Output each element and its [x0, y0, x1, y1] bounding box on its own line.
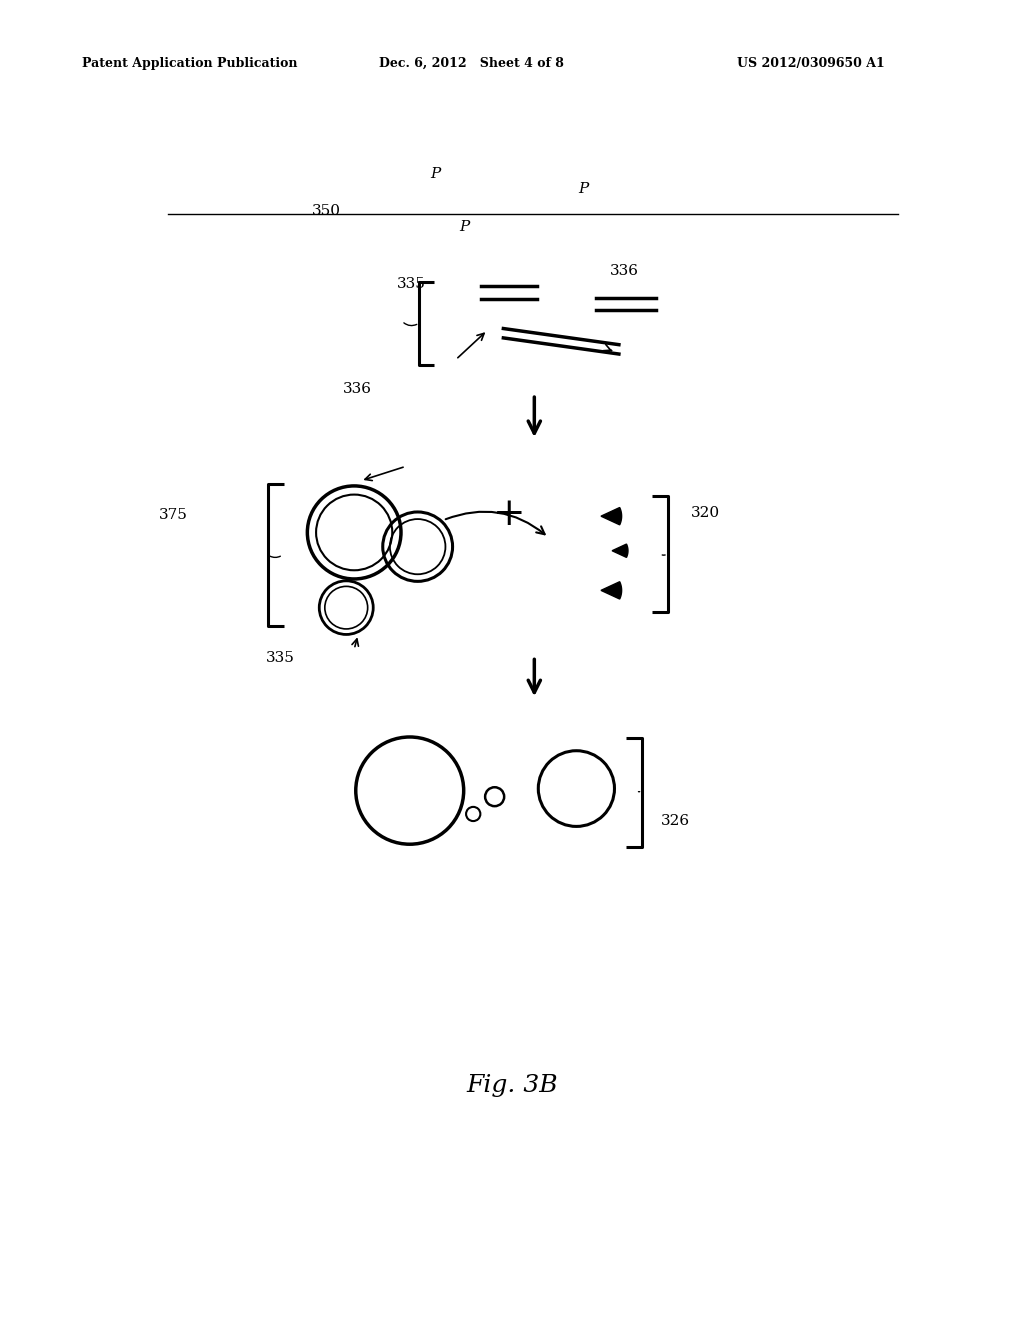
Text: P: P — [459, 220, 469, 234]
Text: 335: 335 — [266, 651, 295, 665]
Text: 350: 350 — [312, 205, 341, 218]
Text: 375: 375 — [159, 508, 187, 521]
Text: Fig. 3B: Fig. 3B — [466, 1073, 558, 1097]
Text: P: P — [579, 182, 589, 195]
Text: 326: 326 — [660, 814, 689, 828]
Text: 335: 335 — [397, 277, 426, 292]
Polygon shape — [601, 507, 622, 525]
Polygon shape — [612, 544, 628, 557]
Text: 320: 320 — [691, 507, 720, 520]
Text: Dec. 6, 2012   Sheet 4 of 8: Dec. 6, 2012 Sheet 4 of 8 — [379, 57, 564, 70]
Text: P: P — [430, 168, 440, 181]
Text: 336: 336 — [610, 264, 639, 279]
Text: +: + — [493, 496, 525, 533]
Polygon shape — [601, 582, 622, 599]
Text: Patent Application Publication: Patent Application Publication — [82, 57, 297, 70]
Text: 336: 336 — [343, 381, 372, 396]
Text: US 2012/0309650 A1: US 2012/0309650 A1 — [737, 57, 885, 70]
